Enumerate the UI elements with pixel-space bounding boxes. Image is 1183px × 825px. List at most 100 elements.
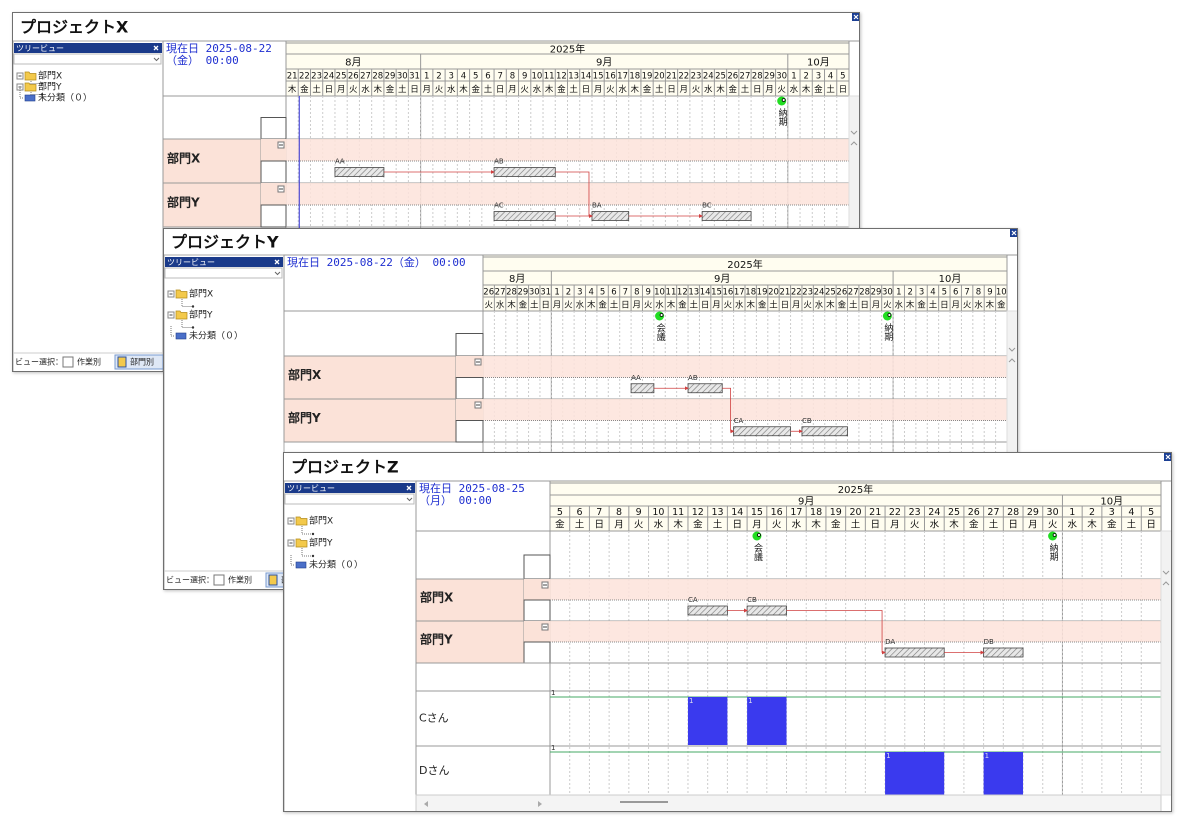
task-bar[interactable]	[801, 426, 848, 437]
tree-item[interactable]: 部門X	[38, 70, 62, 82]
date-box	[162, 40, 287, 97]
task-label: BC	[702, 202, 712, 210]
milestone-label: 納期	[882, 322, 893, 342]
view-option[interactable]: 作業別	[77, 357, 101, 367]
load-label: 1	[689, 697, 693, 705]
weekday-label: 日	[410, 85, 419, 95]
day-label: 17	[617, 72, 628, 82]
milestone-label: 会議	[752, 542, 763, 562]
tree-dropdown[interactable]	[164, 267, 283, 279]
weekday-label: 月	[890, 520, 900, 531]
task-label: AA	[631, 374, 641, 382]
weekday-label: 日	[595, 520, 605, 531]
weekday-label: 金	[555, 519, 565, 531]
tree-item[interactable]: 部門Y	[309, 537, 333, 549]
view-option[interactable]: 作業別	[228, 575, 252, 585]
dependency-arrow	[786, 610, 886, 655]
weekday-label: 日	[781, 301, 790, 311]
v-scrollbar[interactable]	[1006, 310, 1018, 590]
tree-header	[285, 483, 415, 493]
task-bar[interactable]	[591, 211, 630, 221]
weekday-label: 火	[803, 301, 812, 311]
weekday-label: 土	[610, 300, 619, 311]
h-scroll-area	[415, 794, 1162, 811]
day-label: 25	[336, 72, 347, 82]
task-bar[interactable]	[630, 383, 655, 394]
task-bar[interactable]	[334, 167, 385, 177]
current-date: 現在日 2025-08-25（月） 00:00	[419, 482, 525, 507]
tree-item[interactable]: 未分類（０）	[309, 559, 363, 571]
tree-item[interactable]: 部門X	[189, 288, 213, 300]
weekday-label: 木	[288, 84, 297, 95]
task-bar[interactable]	[884, 647, 945, 658]
weekday-label: 水	[618, 84, 627, 95]
tree-dropdown[interactable]	[13, 53, 162, 65]
day-label: 7	[497, 72, 502, 82]
v-scrollbar[interactable]	[1160, 530, 1172, 796]
task-bar[interactable]	[746, 605, 787, 616]
year-label: 2025年	[727, 258, 762, 271]
day-label: 16	[605, 72, 616, 82]
weekday-label: 土	[655, 84, 664, 95]
weekday-label: 火	[777, 85, 786, 95]
tree-item[interactable]: 部門X	[309, 515, 333, 527]
task-bar[interactable]	[493, 211, 556, 221]
weekday-label: 火	[772, 520, 782, 531]
tree-item[interactable]: 未分類（０）	[189, 330, 243, 342]
weekday-label: 木	[673, 519, 683, 531]
weekday-label: 木	[1087, 519, 1097, 531]
weekday-label: 木	[507, 300, 516, 311]
tree-item[interactable]: 未分類（０）	[38, 92, 92, 104]
group-small-box	[260, 204, 287, 228]
day-label: 23	[691, 72, 702, 82]
weekday-label: 金	[598, 300, 607, 311]
weekday-label: 木	[587, 300, 596, 311]
task-bar[interactable]	[983, 647, 1024, 658]
weekday-label: 土	[1127, 519, 1137, 531]
task-bar[interactable]	[701, 211, 752, 221]
task-bar[interactable]	[687, 605, 728, 616]
day-label: 29	[764, 72, 775, 82]
weekday-label: 水	[815, 300, 824, 311]
day-label: 26	[483, 288, 494, 298]
resource-name: Cさん	[419, 712, 449, 725]
tree-dropdown[interactable]	[284, 493, 415, 505]
weekday-label: 金	[728, 84, 737, 95]
day-label: 5	[1148, 507, 1154, 518]
task-bar[interactable]	[687, 383, 723, 394]
tree-item[interactable]: 部門Y	[189, 309, 213, 321]
day-label: 22	[791, 288, 802, 298]
weekday-label: 水	[1068, 519, 1078, 531]
day-label: 9	[645, 288, 650, 298]
view-option[interactable]: 部門別	[130, 357, 154, 367]
weekday-label: 水	[447, 84, 456, 95]
task-label: BA	[592, 202, 602, 210]
group-name: 部門Y	[288, 410, 321, 425]
weekday-label: 土	[484, 84, 493, 95]
weekday-label: 金	[693, 519, 703, 531]
day-label: 4	[930, 288, 935, 298]
load-bar	[983, 752, 1024, 795]
day-label: 23	[802, 288, 813, 298]
weekday-label: 火	[520, 85, 529, 95]
group-label-cell	[283, 398, 457, 443]
task-bar[interactable]	[493, 167, 556, 177]
task-bar[interactable]	[733, 426, 791, 437]
day-label: 4	[828, 72, 833, 82]
day-label: 29	[1027, 507, 1039, 518]
day-label: 5	[942, 288, 947, 298]
group-name: 部門X	[288, 367, 322, 382]
day-label: 2	[566, 288, 571, 298]
milestone-dot	[1052, 533, 1057, 537]
day-label: 13	[711, 507, 723, 518]
day-label: 14	[580, 72, 591, 82]
tree-header-label: ツリービュー	[167, 258, 215, 267]
day-label: 7	[623, 288, 628, 298]
day-label: 7	[964, 288, 969, 298]
capacity-label: 1	[551, 744, 555, 752]
weekday-label: 月	[872, 301, 881, 311]
weekday-label: 火	[1048, 520, 1058, 531]
tree-header-label: ツリービュー	[16, 44, 64, 53]
tree-item[interactable]: 部門Y	[38, 81, 62, 93]
